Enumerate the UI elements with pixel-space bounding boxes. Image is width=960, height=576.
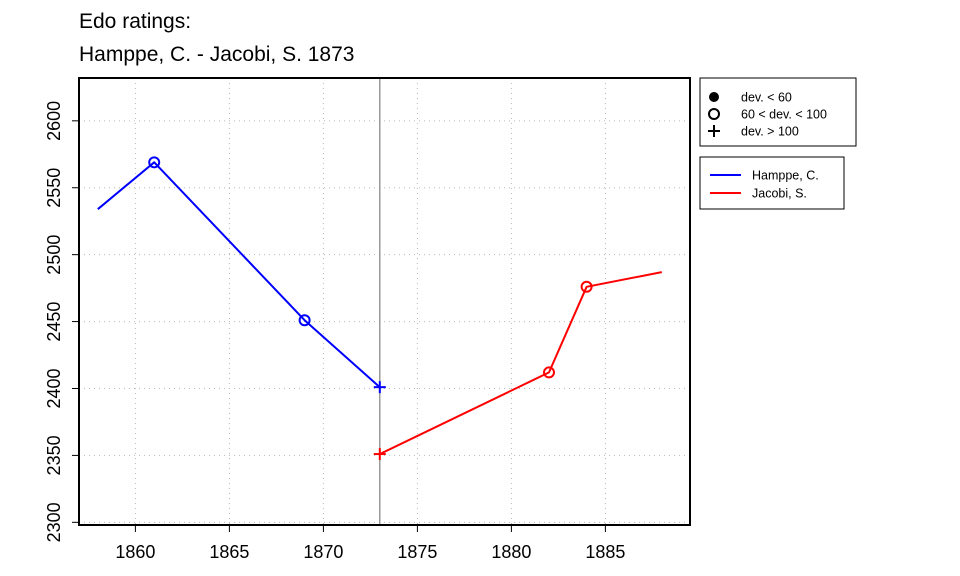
legend-symbol	[708, 108, 720, 120]
plot-frame	[78, 77, 691, 526]
x-tick-label: 1880	[491, 542, 531, 562]
marker-legend-label: 60 < dev. < 100	[741, 108, 827, 122]
x-tick-label: 1875	[397, 542, 437, 562]
point-marker-plus	[373, 448, 386, 461]
series-jacobi-s	[373, 271, 662, 461]
series-legend-box	[699, 156, 845, 210]
y-tick-label: 2550	[44, 168, 64, 208]
point-marker-circle	[148, 156, 161, 169]
y-tick-label: 2300	[44, 502, 64, 542]
marker-legend: dev. < 60 60 < dev. < 100 dev. > 100	[699, 77, 857, 147]
x-tick-label: 1860	[115, 542, 155, 562]
y-tick-label: 2450	[44, 302, 64, 342]
legend-symbol	[709, 92, 719, 102]
series-legend-label: Jacobi, S.	[752, 187, 807, 201]
series-line	[97, 161, 381, 388]
x-tick-label: 1865	[209, 542, 249, 562]
legend-symbol	[708, 125, 720, 137]
y-tick-label: 2400	[44, 368, 64, 408]
chart-title-line-1: Edo ratings:	[79, 10, 191, 33]
point-marker-circle	[543, 366, 555, 379]
y-axis: 2300 2350 2400 2450 2500 2550 2600	[44, 101, 79, 542]
x-tick-label: 1870	[303, 542, 343, 562]
series-layer	[97, 156, 662, 461]
chart-title-line-2: Hamppe, C. - Jacobi, S. 1873	[79, 43, 354, 66]
point-marker-circle	[580, 280, 593, 293]
series-legend: Hamppe, C. Jacobi, S.	[699, 156, 845, 210]
y-tick-label: 2600	[44, 101, 64, 141]
series-legend-label: Hamppe, C.	[752, 169, 819, 183]
series-hamppe-c	[97, 156, 386, 394]
x-tick-label: 1885	[585, 542, 625, 562]
y-tick-label: 2500	[44, 235, 64, 275]
marker-legend-label: dev. > 100	[741, 125, 799, 139]
point-marker-plus	[373, 381, 386, 394]
marker-legend-label: dev. < 60	[741, 91, 792, 105]
x-axis: 1860 1865 1870 1875 1880 1885	[115, 525, 625, 562]
chart-title: Edo ratings: Hamppe, C. - Jacobi, S. 187…	[79, 10, 354, 66]
marker-legend-box	[699, 77, 857, 147]
point-marker-circle	[298, 314, 311, 327]
y-tick-label: 2350	[44, 435, 64, 475]
series-line	[379, 271, 662, 456]
grid-lines	[79, 78, 690, 525]
